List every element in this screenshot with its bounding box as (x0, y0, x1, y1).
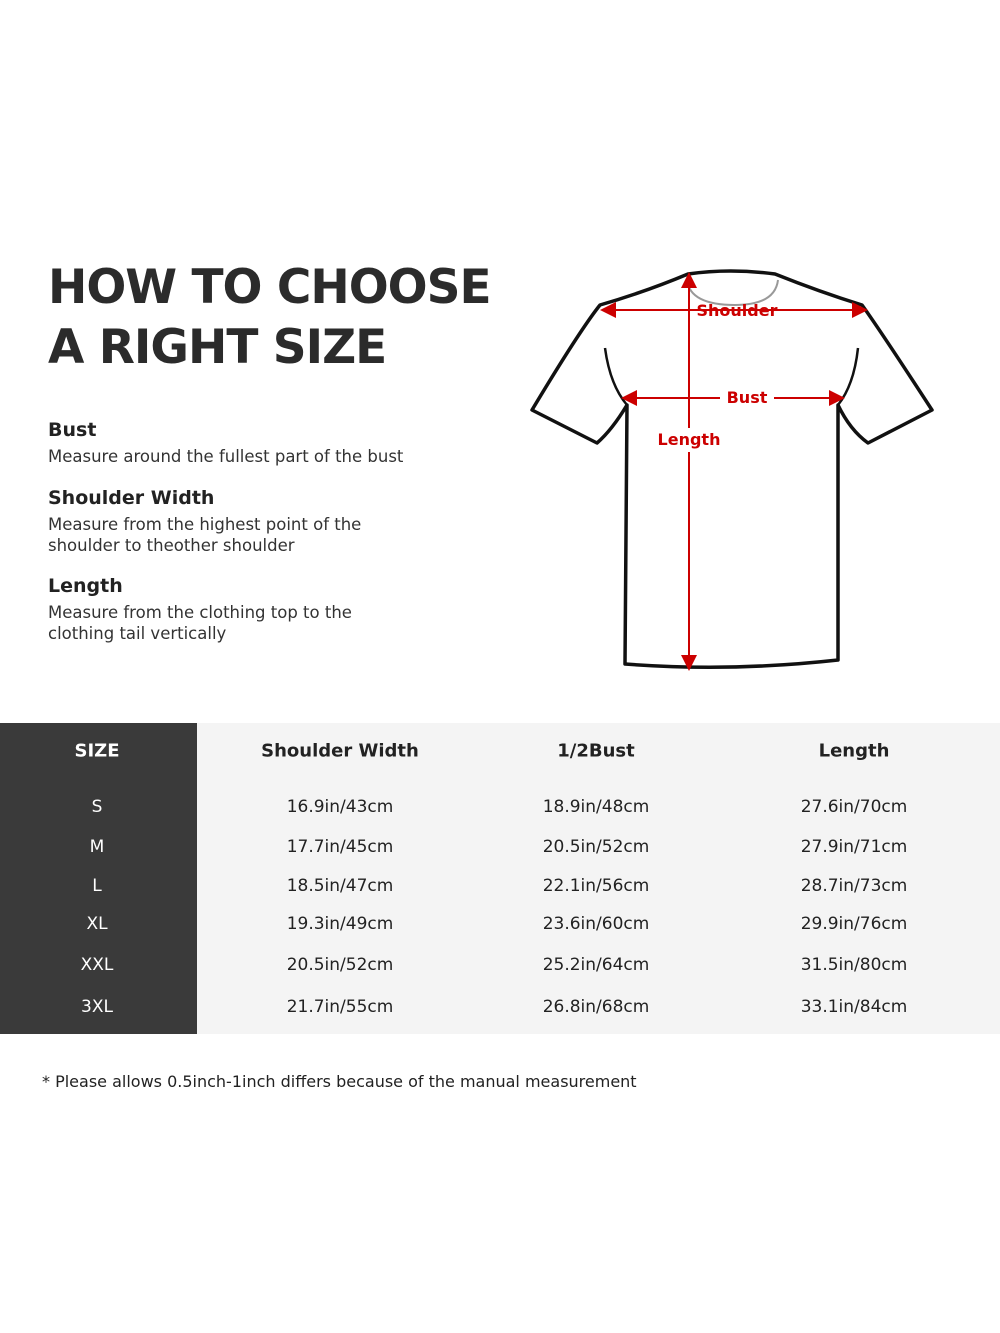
table-cell: 18.5in/47cm (286, 876, 394, 896)
size-table: SIZE S M L XL XXL 3XL Shoulder Width 1/2Bust Len… (0, 723, 1000, 1034)
table-cell: 23.6in/60cm (542, 914, 650, 934)
size-label: L (92, 876, 102, 896)
table-cell: 21.7in/55cm (286, 997, 394, 1017)
size-label: S (91, 797, 103, 817)
table-cell: 17.7in/45cm (286, 837, 394, 857)
measurement-note: * Please allows 0.5inch-1inch differs be… (42, 1072, 637, 1091)
table-cell: 28.7in/73cm (800, 876, 908, 896)
column-header: 1/2Bust (557, 740, 635, 762)
size-column: SIZE S M L XL XXL 3XL (0, 723, 197, 1034)
table-cell: 20.5in/52cm (542, 837, 650, 857)
size-label: 3XL (81, 997, 113, 1017)
table-cell: 31.5in/80cm (800, 955, 908, 975)
column-header: Length (818, 740, 890, 762)
definition-term: Length (48, 575, 123, 597)
definition-length: Length Measure from the clothing top to … (48, 574, 378, 644)
table-cell: 22.1in/56cm (542, 876, 650, 896)
column-header: Shoulder Width (261, 740, 419, 762)
definition-term: Bust (48, 419, 97, 441)
bust-label: Bust (727, 388, 768, 407)
table-cell: 25.2in/64cm (542, 955, 650, 975)
definition-text: Measure from the highest point of the sh… (48, 515, 362, 555)
table-cell: 27.9in/71cm (800, 837, 908, 857)
title-line-1: HOW TO CHOOSE (48, 260, 492, 315)
table-cell: 20.5in/52cm (286, 955, 394, 975)
definition-term: Shoulder Width (48, 487, 215, 509)
definition-shoulder-width: Shoulder Width Measure from the highest … (48, 486, 388, 556)
tshirt-diagram: Shoulder Bust Length (530, 269, 934, 671)
length-label: Length (658, 430, 721, 449)
column-header: SIZE (74, 740, 120, 762)
size-label: M (89, 837, 105, 857)
size-label: XL (86, 914, 108, 934)
tshirt-outline (530, 269, 934, 669)
size-label: XXL (80, 955, 114, 975)
table-cell: 16.9in/43cm (286, 797, 394, 817)
definition-text: Measure from the clothing top to the clo… (48, 603, 352, 643)
shoulder-label: Shoulder (697, 301, 778, 320)
table-cell: 29.9in/76cm (800, 914, 908, 934)
table-cell: 26.8in/68cm (542, 997, 650, 1017)
definition-text: Measure around the fullest part of the b… (48, 447, 404, 466)
table-cell: 19.3in/49cm (286, 914, 394, 934)
page-title: HOW TO CHOOSE A RIGHT SIZE (48, 258, 492, 378)
definition-bust: Bust Measure around the fullest part of … (48, 418, 448, 467)
table-cell: 18.9in/48cm (542, 797, 650, 817)
table-cell: 33.1in/84cm (800, 997, 908, 1017)
table-cell: 27.6in/70cm (800, 797, 908, 817)
title-line-2: A RIGHT SIZE (48, 320, 387, 375)
